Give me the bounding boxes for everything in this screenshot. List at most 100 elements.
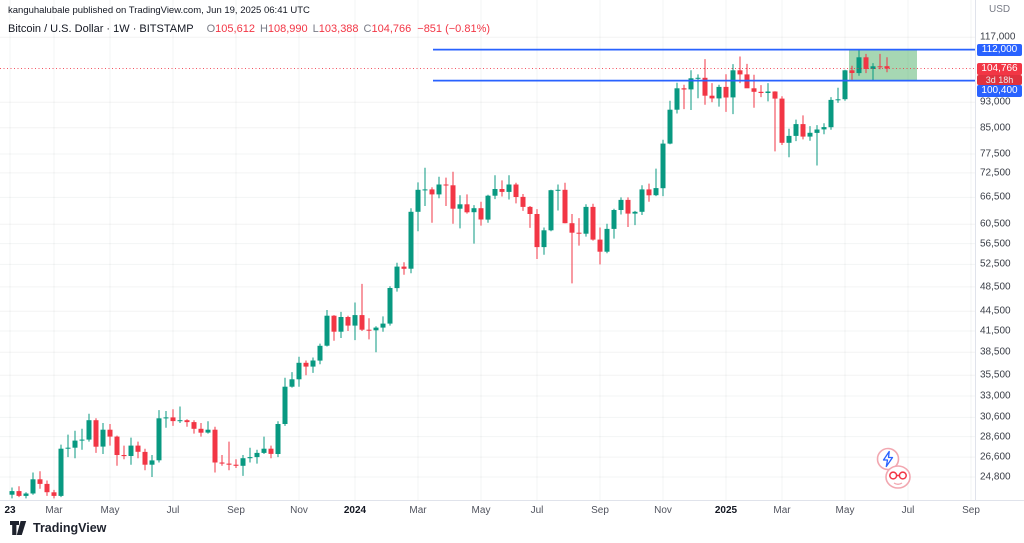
candle-body [492, 189, 498, 196]
candle-body [23, 493, 29, 496]
candle-body [170, 417, 176, 422]
low-key: L [312, 23, 319, 35]
price-tick-label: 66,500 [980, 191, 1011, 203]
price-label-badge: 100,400 [977, 84, 1022, 97]
candle-body [72, 440, 78, 448]
candle-body [219, 462, 225, 464]
price-tick-label: 93,000 [980, 96, 1011, 108]
candle-body [513, 184, 519, 197]
candle-body [254, 452, 260, 458]
candle-body [450, 185, 456, 209]
lightning-sticker[interactable] [876, 447, 900, 471]
price-tick-label: 44,500 [980, 305, 1011, 317]
candle-body [247, 457, 253, 459]
candle-body [100, 429, 106, 447]
price-tick-label: 72,500 [980, 167, 1011, 179]
time-axis-label: 23 [4, 505, 16, 516]
price-axis[interactable]: USD 117,000 93,000 85,000 77,500 72,500 66,50… [975, 0, 1024, 500]
candle-body [212, 429, 218, 463]
candle-body [835, 99, 841, 101]
candle-body [737, 70, 743, 75]
symbol-title[interactable]: Bitcoin / U.S. Dollar · 1W · BITSTAMP [8, 23, 194, 35]
candle-body [639, 189, 645, 212]
candle-body [583, 206, 589, 234]
tradingview-logo-icon [10, 521, 27, 535]
candle-body [597, 239, 603, 252]
candle-body [324, 315, 330, 346]
candle-body [373, 327, 379, 331]
candle-body [408, 211, 414, 269]
candle-body [198, 428, 204, 433]
candle-body [758, 91, 764, 93]
candle-body [709, 95, 715, 99]
price-tick-label: 24,800 [980, 471, 1011, 483]
price-label-badge: 112,000 [977, 43, 1022, 56]
currency-label: USD [989, 4, 1011, 15]
candle-body [541, 230, 547, 248]
candle-body [667, 109, 673, 144]
candle-body [58, 448, 64, 496]
candle-body [114, 436, 120, 455]
candle-body [786, 135, 792, 143]
candle-body [688, 78, 694, 90]
candle-body [184, 420, 190, 423]
price-tick-label: 33,000 [980, 390, 1011, 402]
candle-body [233, 464, 239, 466]
open-key: O [206, 23, 216, 35]
time-axis-label: Mar [773, 505, 791, 516]
candle-body [226, 463, 232, 465]
candle-body [149, 460, 155, 465]
candle-body [296, 362, 302, 380]
candle-body [303, 362, 309, 367]
close-key: C [363, 23, 372, 35]
candle-body [499, 189, 505, 192]
candle-body [107, 429, 113, 437]
candle-body [478, 208, 484, 220]
candle-body [534, 214, 540, 248]
candle-body [345, 317, 351, 326]
time-axis-label: Sep [591, 505, 609, 516]
candle-body [205, 429, 211, 433]
candle-body [814, 129, 820, 133]
candle-body [520, 196, 526, 207]
candle-body [128, 445, 134, 456]
candle-body [93, 420, 99, 447]
open-value: 105,612 [215, 23, 255, 35]
candle-body [506, 184, 512, 192]
candle-body [51, 492, 57, 496]
candle-body [877, 66, 883, 68]
candle-body [380, 323, 386, 328]
candle-body [317, 345, 323, 361]
tradingview-logo[interactable]: TradingView [10, 521, 106, 535]
candle-body [191, 422, 197, 429]
close-value: 104,766 [371, 23, 412, 35]
candle-body [261, 448, 267, 453]
high-key: H [259, 23, 268, 35]
time-axis-label: Jul [530, 505, 544, 516]
time-axis-label: 2025 [714, 505, 738, 516]
price-tick-label: 56,500 [980, 238, 1011, 250]
low-value: 103,388 [318, 23, 359, 35]
candle-body [30, 479, 36, 494]
time-axis[interactable]: 23 Mar May Jul Sep Nov 2024 Mar May Jul Sep Nov 2025… [0, 500, 1024, 523]
price-tick-label: 38,500 [980, 346, 1011, 358]
candle-body [751, 88, 757, 92]
time-axis-label: Sep [227, 505, 245, 516]
price-tick-label: 48,500 [980, 281, 1011, 293]
price-tick-label: 52,500 [980, 258, 1011, 270]
disguised-face-sticker[interactable] [884, 464, 912, 490]
time-axis-label: Mar [45, 505, 63, 516]
candle-body [37, 479, 43, 484]
time-axis-label: Mar [409, 505, 427, 516]
candle-body [436, 184, 442, 195]
candle-body [9, 491, 15, 495]
chart-legend: Bitcoin / U.S. Dollar · 1W · BITSTAMP O10… [8, 23, 490, 35]
candle-body [800, 124, 806, 137]
candle-body [275, 424, 281, 454]
candle-body [555, 189, 561, 191]
candle-body [856, 57, 862, 74]
sticker-drawings [872, 445, 924, 493]
candlestick-chart[interactable] [0, 0, 975, 500]
candle-body [16, 491, 22, 496]
